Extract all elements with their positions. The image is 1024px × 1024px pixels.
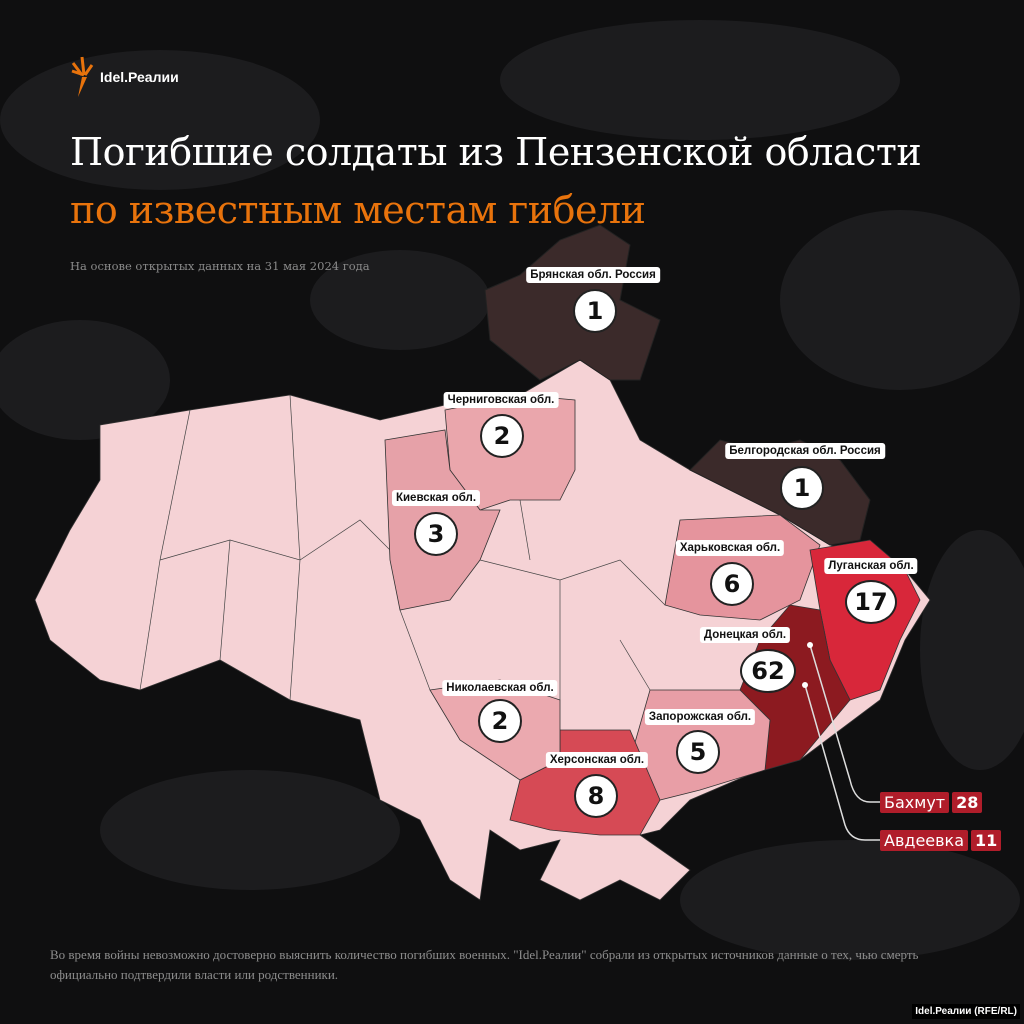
page-title: Погибшие солдаты из Пензенской области (70, 130, 922, 174)
region-label: Киевская обл. (391, 490, 481, 506)
region-label: Черниговская обл. (443, 392, 559, 408)
region-label: Николаевская обл. (442, 680, 558, 696)
region-value: 1 (780, 466, 824, 510)
footnote: Во время войны невозможно достоверно выя… (50, 947, 919, 982)
region-value: 2 (480, 414, 524, 458)
logo: Idel.Реалии (70, 55, 179, 99)
region-label: Белгородская обл. Россия (725, 443, 885, 459)
region-value: 2 (478, 699, 522, 743)
avdiivka-marker (802, 682, 808, 688)
region-value: 5 (676, 730, 720, 774)
page-title-accent: по известным местам гибели (70, 188, 646, 232)
region-label: Брянская обл. Россия (526, 267, 660, 283)
region-label: Харьковская обл. (675, 540, 785, 556)
city-avdiivka: Авдеевка 11 (880, 830, 1002, 851)
torch-icon (71, 56, 94, 97)
city-leader-lines (804, 644, 880, 841)
region-value: 1 (573, 289, 617, 333)
region-value: 3 (414, 512, 458, 556)
camo-background (0, 20, 1024, 960)
region-borders (139, 394, 666, 701)
region-value: 6 (710, 562, 754, 606)
city-name: Авдеевка (880, 830, 969, 851)
region-bryansk (484, 224, 661, 381)
region-label: Донецкая обл. (699, 627, 791, 643)
city-value: 28 (952, 792, 983, 813)
credit: Idel.Реалии (RFE/RL) (912, 1004, 1020, 1019)
region-label: Луганская обл. (824, 558, 918, 574)
city-name: Бахмут (880, 792, 950, 813)
region-value: 8 (574, 774, 618, 818)
region-value: 17 (845, 580, 897, 624)
region-label: Херсонская обл. (545, 752, 649, 768)
city-bakhmut: Бахмут 28 (880, 792, 983, 813)
city-value: 11 (971, 830, 1002, 851)
logo-text: Idel.Реалии (100, 69, 179, 85)
bakhmut-marker (807, 642, 813, 648)
region-label: Запорожская обл. (644, 709, 756, 725)
region-value: 62 (740, 649, 796, 693)
subtitle: На основе открытых данных на 31 мая 2024… (70, 259, 370, 273)
